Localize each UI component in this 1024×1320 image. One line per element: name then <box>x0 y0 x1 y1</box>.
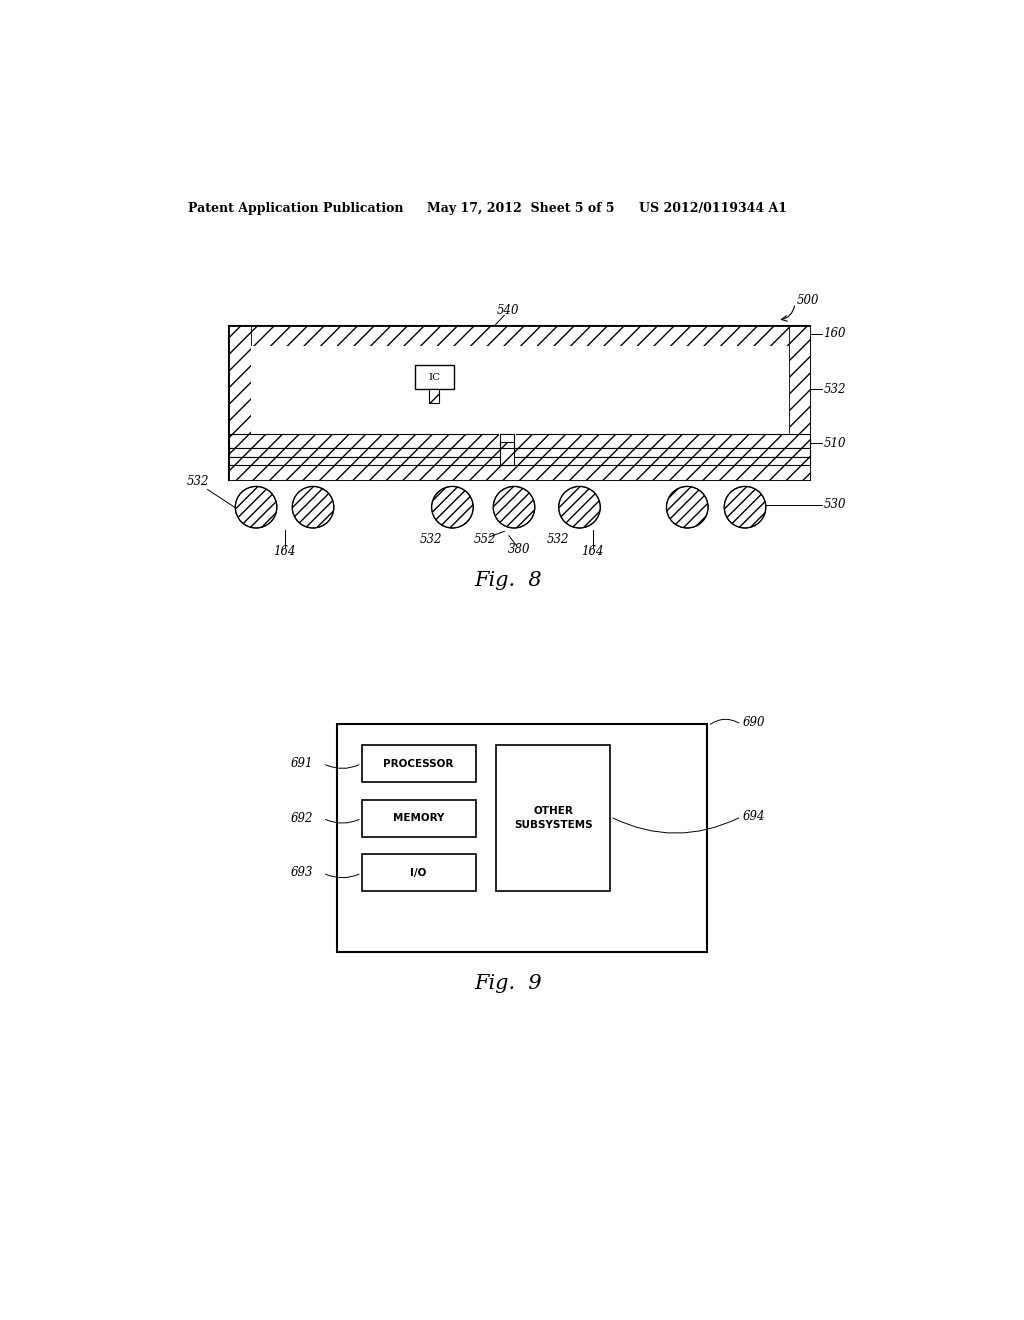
Text: 164: 164 <box>582 545 604 557</box>
Text: 510: 510 <box>823 437 846 450</box>
Bar <box>361 744 475 781</box>
Bar <box>361 800 475 837</box>
Bar <box>500 434 514 447</box>
Text: 148: 148 <box>387 351 410 363</box>
Text: 552: 552 <box>473 533 496 546</box>
Text: 160: 160 <box>823 327 846 341</box>
Text: 532: 532 <box>547 533 569 546</box>
Text: 142: 142 <box>551 389 573 403</box>
Bar <box>337 725 707 952</box>
Bar <box>229 457 810 465</box>
Bar <box>229 434 810 447</box>
Text: 693: 693 <box>291 866 313 879</box>
Bar <box>361 854 475 891</box>
Text: Fig.  8: Fig. 8 <box>474 570 542 590</box>
Text: IC: IC <box>429 372 440 381</box>
Circle shape <box>724 487 766 528</box>
Bar <box>229 326 251 480</box>
Text: PROCESSOR: PROCESSOR <box>383 759 454 768</box>
Bar <box>416 364 454 389</box>
Text: I/O: I/O <box>411 869 427 878</box>
Bar <box>229 326 810 346</box>
Bar <box>499 434 515 447</box>
Bar <box>788 326 810 480</box>
Text: OTHER
SUBSYSTEMS: OTHER SUBSYSTEMS <box>514 807 593 830</box>
Text: 532: 532 <box>823 383 846 396</box>
Bar <box>229 465 810 480</box>
Bar <box>229 326 810 480</box>
Bar <box>229 457 810 465</box>
Text: 146: 146 <box>453 389 475 403</box>
Text: 691: 691 <box>291 758 313 770</box>
Text: 532: 532 <box>296 388 318 401</box>
Bar <box>497 744 610 891</box>
Circle shape <box>236 487 276 528</box>
Bar <box>229 447 810 457</box>
Text: Patent Application Publication: Patent Application Publication <box>188 202 403 215</box>
Circle shape <box>292 487 334 528</box>
Text: 500: 500 <box>797 294 819 308</box>
Text: US 2012/0119344 A1: US 2012/0119344 A1 <box>639 202 786 215</box>
Bar <box>251 346 788 449</box>
Text: May 17, 2012  Sheet 5 of 5: May 17, 2012 Sheet 5 of 5 <box>427 202 614 215</box>
Text: 690: 690 <box>742 717 765 730</box>
Circle shape <box>559 487 600 528</box>
Bar <box>500 442 514 465</box>
Text: 532: 532 <box>186 475 209 488</box>
Text: 694: 694 <box>742 810 765 824</box>
Circle shape <box>667 487 708 528</box>
Text: 532: 532 <box>420 533 442 546</box>
Text: MEMORY: MEMORY <box>393 813 444 824</box>
Text: 380: 380 <box>508 543 530 556</box>
Text: 520: 520 <box>385 389 408 403</box>
Text: Fig.  9: Fig. 9 <box>474 974 542 994</box>
Bar <box>429 389 439 404</box>
Text: 692: 692 <box>291 812 313 825</box>
Bar <box>251 346 788 434</box>
Circle shape <box>494 487 535 528</box>
Text: 164: 164 <box>273 545 296 557</box>
Bar <box>229 434 810 447</box>
Bar <box>429 389 439 404</box>
Text: 540: 540 <box>497 305 519 317</box>
Text: 530: 530 <box>823 499 846 511</box>
Bar <box>229 447 810 457</box>
Circle shape <box>432 487 473 528</box>
Bar <box>500 442 514 465</box>
